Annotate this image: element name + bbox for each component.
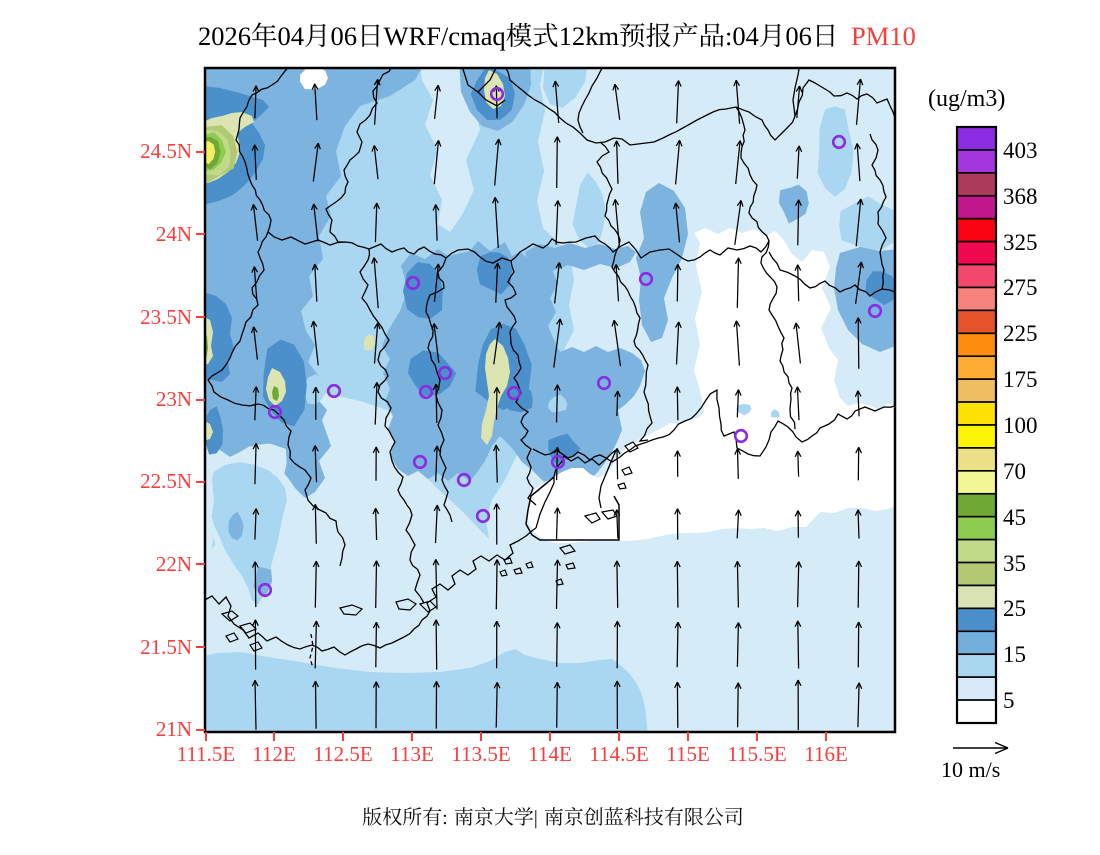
svg-text:45: 45 [1003, 505, 1026, 530]
svg-text:(ug/m3): (ug/m3) [928, 86, 1005, 112]
svg-text:25: 25 [1003, 596, 1026, 621]
svg-text:114.5E: 114.5E [589, 742, 648, 766]
svg-text:22N: 22N [156, 552, 192, 576]
svg-text:35: 35 [1003, 551, 1026, 576]
svg-text:116E: 116E [804, 742, 848, 766]
svg-text:5: 5 [1003, 688, 1015, 713]
svg-text:100: 100 [1003, 413, 1038, 438]
svg-text:175: 175 [1003, 367, 1038, 392]
svg-text:15: 15 [1003, 642, 1026, 667]
svg-text:115E: 115E [666, 742, 710, 766]
svg-text:225: 225 [1003, 321, 1038, 346]
svg-text:23.5N: 23.5N [140, 305, 192, 329]
svg-text:275: 275 [1003, 275, 1038, 300]
svg-text:403: 403 [1003, 138, 1038, 163]
svg-text:24N: 24N [156, 222, 192, 246]
svg-text:111.5E: 111.5E [177, 742, 236, 766]
svg-text:114E: 114E [528, 742, 572, 766]
svg-text:23N: 23N [156, 387, 192, 411]
svg-text:22.5N: 22.5N [140, 469, 192, 493]
svg-text:368: 368 [1003, 184, 1038, 209]
svg-text:113E: 113E [390, 742, 434, 766]
svg-text:113.5E: 113.5E [451, 742, 510, 766]
svg-text:115.5E: 115.5E [727, 742, 786, 766]
svg-text:10 m/s: 10 m/s [941, 757, 1000, 782]
svg-text:21.5N: 21.5N [140, 635, 192, 659]
svg-text:24.5N: 24.5N [140, 139, 192, 163]
svg-text:70: 70 [1003, 459, 1026, 484]
svg-text:112.5E: 112.5E [313, 742, 372, 766]
svg-text:325: 325 [1003, 230, 1038, 255]
svg-text:112E: 112E [252, 742, 296, 766]
svg-text:21N: 21N [156, 717, 192, 741]
